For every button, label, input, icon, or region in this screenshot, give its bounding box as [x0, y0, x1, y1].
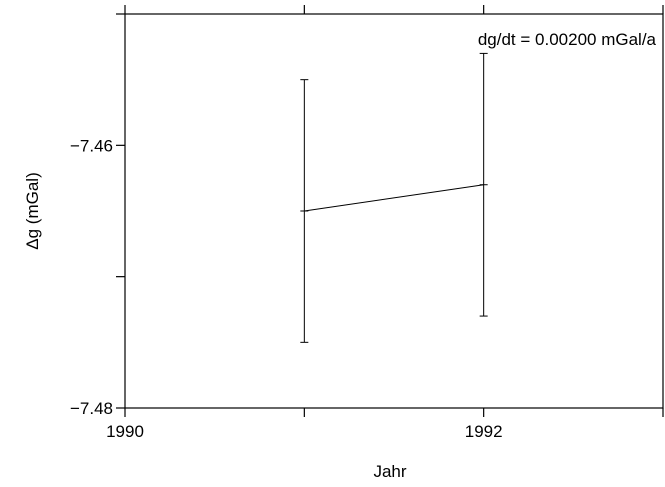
trend-annotation: dg/dt = 0.00200 mGal/a — [478, 30, 657, 49]
x-tick-label: 1990 — [106, 422, 144, 441]
y-axis-label: Δg (mGal) — [23, 172, 42, 249]
data-series — [300, 52, 488, 343]
x-tick-label: 1992 — [465, 422, 503, 441]
x-axis-label: Jahr — [373, 462, 406, 481]
plot-frame — [124, 13, 664, 409]
y-axis-ticks: −7.48 −7.46 — [70, 13, 125, 418]
x-axis-ticks: 1990 1992 — [106, 5, 664, 441]
trend-line — [304, 184, 484, 212]
y-tick-label: −7.48 — [70, 399, 113, 418]
y-tick-label: −7.46 — [70, 136, 113, 155]
